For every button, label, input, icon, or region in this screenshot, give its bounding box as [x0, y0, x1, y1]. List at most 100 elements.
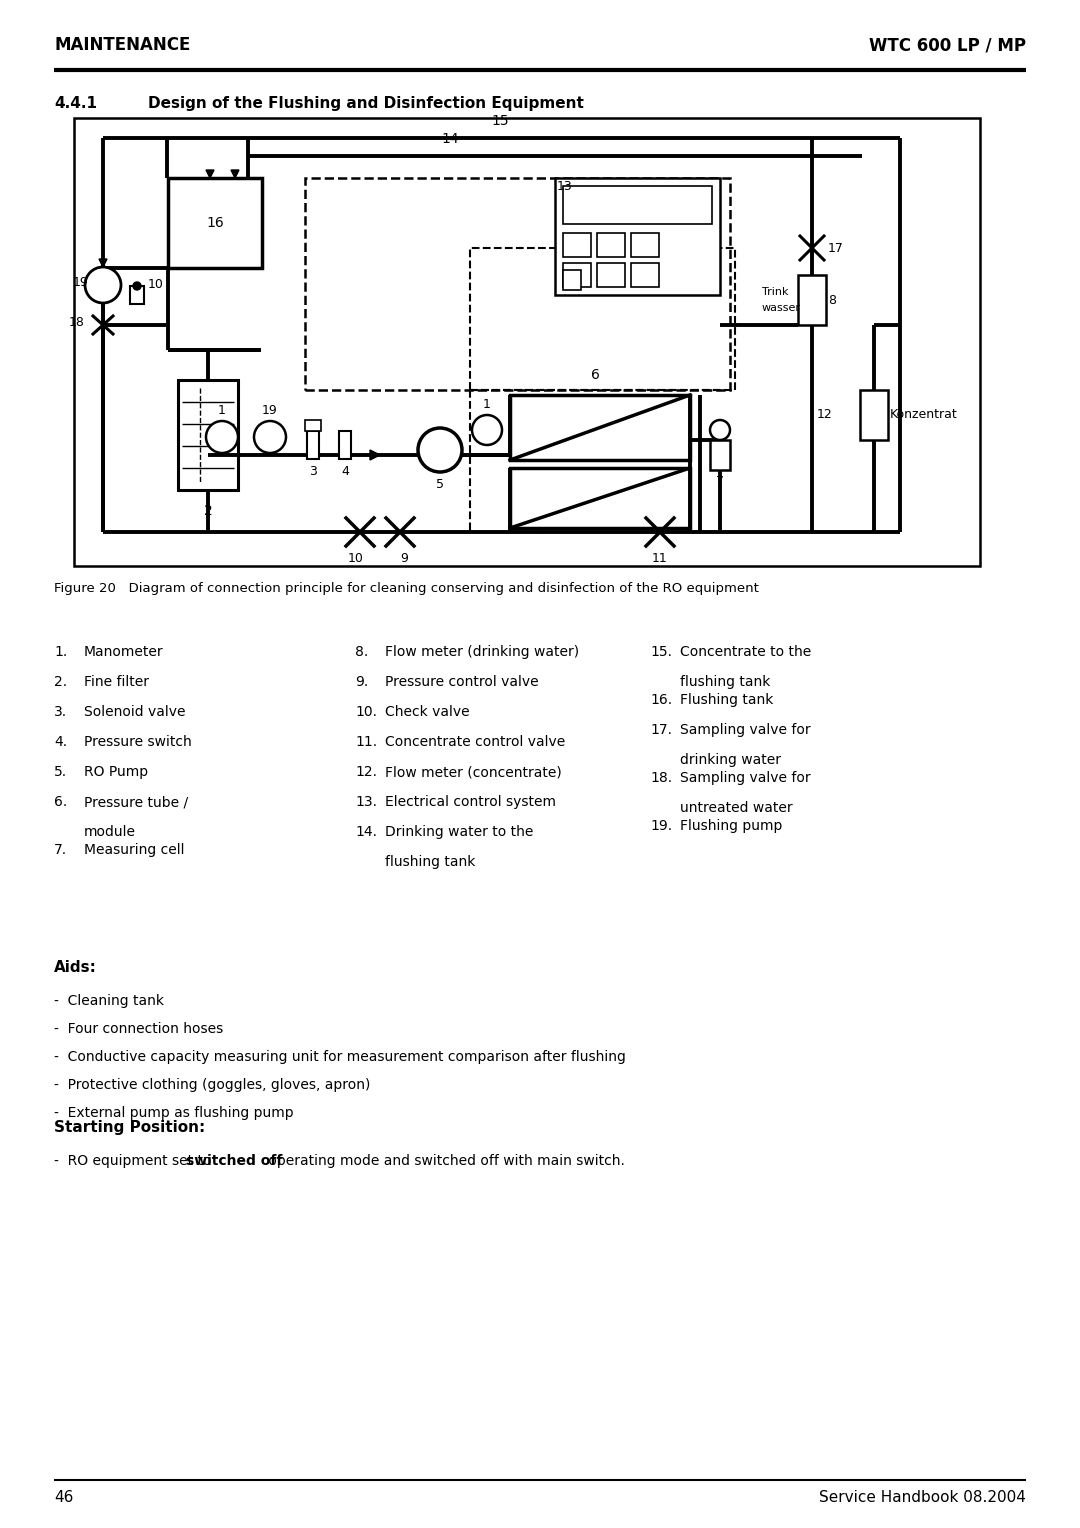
Text: Starting Position:: Starting Position:	[54, 1120, 205, 1135]
Text: Konzentrat: Konzentrat	[890, 408, 958, 422]
Text: Pressure switch: Pressure switch	[84, 735, 192, 749]
Text: 11: 11	[652, 552, 667, 565]
Polygon shape	[370, 451, 380, 460]
Bar	[510, 468, 690, 529]
Text: Service Handbook 08.2004: Service Handbook 08.2004	[819, 1490, 1026, 1505]
Text: 15: 15	[491, 115, 509, 128]
Text: 6.: 6.	[54, 795, 67, 808]
Text: 16.: 16.	[650, 694, 672, 707]
Circle shape	[206, 422, 238, 452]
Text: 4: 4	[341, 465, 349, 478]
Text: Concentrate to the: Concentrate to the	[680, 645, 811, 659]
Bar	[631, 232, 659, 257]
Text: WTC 600 LP / MP: WTC 600 LP / MP	[869, 37, 1026, 53]
Text: Concentrate control valve: Concentrate control valve	[384, 735, 565, 749]
Text: Trink: Trink	[762, 287, 788, 296]
Text: 19: 19	[262, 403, 278, 417]
Polygon shape	[206, 170, 214, 177]
Text: 11.: 11.	[355, 735, 377, 749]
Bar	[563, 263, 591, 287]
Text: Solenoid valve: Solenoid valve	[84, 704, 186, 720]
Text: 7: 7	[716, 475, 724, 487]
Text: -  Four connection hoses: - Four connection hoses	[54, 1022, 224, 1036]
Bar	[470, 248, 735, 390]
Text: 14: 14	[442, 131, 459, 147]
Text: Flushing tank: Flushing tank	[680, 694, 773, 707]
Bar	[563, 186, 712, 225]
Text: operating mode and switched off with main switch.: operating mode and switched off with mai…	[265, 1154, 625, 1167]
Text: RO Pump: RO Pump	[84, 766, 148, 779]
Text: Fine filter: Fine filter	[84, 675, 149, 689]
Text: flushing tank: flushing tank	[384, 856, 475, 869]
Text: 1: 1	[218, 403, 226, 417]
Bar	[178, 380, 238, 490]
Circle shape	[418, 428, 462, 472]
Text: 13: 13	[557, 180, 572, 193]
Text: 5: 5	[436, 478, 444, 490]
Text: 4.4.1: 4.4.1	[54, 96, 97, 112]
Text: 19: 19	[72, 277, 87, 289]
Text: -  RO equipment set to: - RO equipment set to	[54, 1154, 216, 1167]
Text: 10: 10	[148, 278, 164, 292]
Text: Sampling valve for: Sampling valve for	[680, 772, 811, 785]
Text: 17: 17	[828, 241, 843, 255]
Text: wasser: wasser	[762, 303, 801, 313]
Bar	[130, 286, 144, 304]
Text: 4.: 4.	[54, 735, 67, 749]
Text: 46: 46	[54, 1490, 73, 1505]
Bar	[305, 420, 321, 431]
Text: 18.: 18.	[650, 772, 672, 785]
Text: drinking water: drinking water	[680, 753, 781, 767]
Circle shape	[472, 416, 502, 445]
Circle shape	[710, 420, 730, 440]
Bar	[597, 232, 625, 257]
Text: 2.: 2.	[54, 675, 67, 689]
Text: 15.: 15.	[650, 645, 672, 659]
Bar	[631, 263, 659, 287]
Text: 1: 1	[483, 397, 491, 411]
Polygon shape	[99, 260, 107, 267]
Text: Flow meter (concentrate): Flow meter (concentrate)	[384, 766, 562, 779]
Bar	[860, 390, 888, 440]
Text: 8: 8	[828, 293, 836, 307]
Text: 18: 18	[69, 316, 85, 330]
Text: 16: 16	[206, 215, 224, 231]
Bar	[563, 270, 581, 290]
Text: Measuring cell: Measuring cell	[84, 843, 185, 857]
Circle shape	[254, 422, 286, 452]
Text: flushing tank: flushing tank	[680, 675, 770, 689]
Text: Pressure tube /: Pressure tube /	[84, 795, 188, 808]
Text: Sampling valve for: Sampling valve for	[680, 723, 811, 736]
Polygon shape	[231, 170, 239, 177]
Bar	[563, 232, 591, 257]
Text: 5.: 5.	[54, 766, 67, 779]
Bar	[75, 118, 980, 565]
Bar	[710, 440, 730, 471]
Bar	[597, 263, 625, 287]
Text: Check valve: Check valve	[384, 704, 470, 720]
Text: switched off: switched off	[186, 1154, 283, 1167]
Bar	[798, 275, 826, 325]
Text: -  External pump as flushing pump: - External pump as flushing pump	[54, 1106, 294, 1120]
Text: 6: 6	[591, 368, 599, 382]
Text: 9.: 9.	[355, 675, 368, 689]
Text: 3: 3	[309, 465, 316, 478]
Text: 17.: 17.	[650, 723, 672, 736]
Text: 14.: 14.	[355, 825, 377, 839]
Text: 10: 10	[348, 552, 364, 565]
Text: Figure 20   Diagram of connection principle for cleaning conserving and disinfec: Figure 20 Diagram of connection principl…	[54, 582, 759, 594]
Text: module: module	[84, 825, 136, 839]
Text: 2: 2	[204, 504, 213, 518]
Text: -  Conductive capacity measuring unit for measurement comparison after flushing: - Conductive capacity measuring unit for…	[54, 1050, 626, 1063]
Text: Manometer: Manometer	[84, 645, 164, 659]
Bar	[555, 177, 720, 295]
Circle shape	[133, 283, 141, 290]
Text: Aids:: Aids:	[54, 960, 97, 975]
Text: 1.: 1.	[54, 645, 67, 659]
Text: Electrical control system: Electrical control system	[384, 795, 556, 808]
Text: untreated water: untreated water	[680, 801, 793, 814]
Bar	[339, 431, 351, 458]
Bar	[307, 431, 319, 458]
Text: 3.: 3.	[54, 704, 67, 720]
Bar	[168, 177, 262, 267]
